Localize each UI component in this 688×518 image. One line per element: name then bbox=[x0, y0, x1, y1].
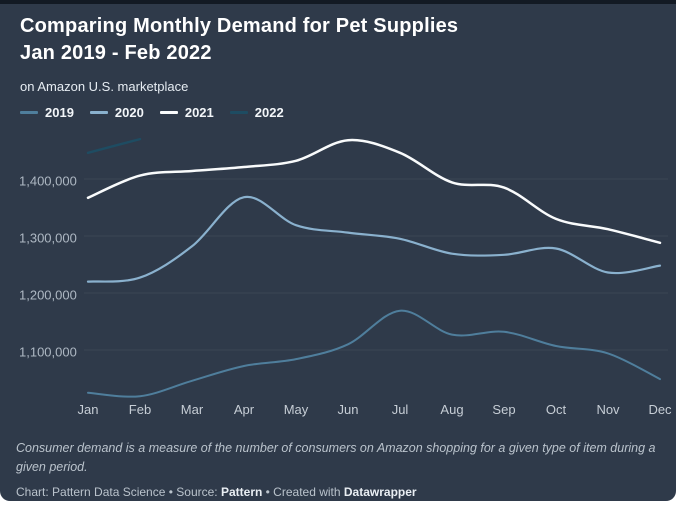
line-series-2020 bbox=[86, 195, 662, 283]
legend-item-2019: 2019 bbox=[20, 105, 74, 120]
legend-label-2019: 2019 bbox=[45, 105, 74, 120]
y-axis-tick-1100000: 1,100,000 bbox=[19, 344, 77, 360]
x-axis-tick-mar: Mar bbox=[180, 402, 204, 417]
y-axis-tick-1200000: 1,200,000 bbox=[19, 287, 77, 303]
x-axis-tick-may: May bbox=[283, 402, 309, 417]
x-axis-tick-jul: Jul bbox=[391, 402, 409, 417]
legend-item-2022: 2022 bbox=[229, 105, 284, 120]
line-series-2022 bbox=[86, 137, 142, 154]
chart-subtitle: on Amazon U.S. marketplace bbox=[20, 79, 189, 94]
x-axis-tick-apr: Apr bbox=[233, 402, 255, 417]
x-axis-tick-jun: Jun bbox=[337, 402, 359, 417]
x-axis-tick-aug: Aug bbox=[440, 402, 464, 417]
line-series-2019 bbox=[87, 309, 661, 398]
x-axis-tick-nov: Nov bbox=[596, 402, 620, 417]
attribution-middle: • Created with bbox=[262, 485, 344, 499]
chart-title: Comparing Monthly Demand for Pet Supplie… bbox=[20, 13, 458, 67]
x-axis-tick-jan: Jan bbox=[77, 402, 99, 417]
legend-item-2020: 2020 bbox=[89, 105, 144, 120]
legend-item-2021: 2021 bbox=[159, 105, 214, 120]
chart-footnote: Consumer demand is a measure of the numb… bbox=[16, 441, 656, 475]
legend-swatch-2021 bbox=[159, 111, 178, 114]
legend-swatch-2020 bbox=[89, 111, 108, 114]
y-axis-tick-1400000: 1,400,000 bbox=[19, 173, 77, 189]
chart-title-line-1: Comparing Monthly Demand for Pet Supplie… bbox=[20, 15, 459, 37]
attribution-tool: Datawrapper bbox=[343, 485, 417, 499]
x-axis-tick-sep: Sep bbox=[492, 402, 516, 417]
x-axis-tick-oct: Oct bbox=[545, 402, 567, 417]
y-axis-tick-1300000: 1,300,000 bbox=[19, 230, 77, 246]
chart-attribution: Chart: Pattern Data Science • Source: Pa… bbox=[16, 485, 417, 499]
top-border-bar bbox=[0, 0, 676, 4]
x-axis-tick-dec: Dec bbox=[648, 402, 672, 417]
legend-label-2022: 2022 bbox=[254, 105, 284, 120]
legend-swatch-2022 bbox=[229, 111, 248, 114]
legend-label-2020: 2020 bbox=[114, 105, 144, 120]
attribution-prefix: Chart: Pattern Data Science • Source: bbox=[16, 485, 221, 499]
chart-legend: 2019 2020 2021 2022 bbox=[20, 105, 284, 120]
legend-swatch-2019 bbox=[20, 111, 38, 114]
chart-title-line-2: Jan 2019 - Feb 2022 bbox=[20, 42, 212, 64]
attribution-source: Pattern bbox=[220, 485, 263, 499]
legend-label-2021: 2021 bbox=[184, 105, 214, 120]
line-series-2021 bbox=[86, 138, 662, 245]
x-axis-tick-feb: Feb bbox=[128, 402, 152, 417]
